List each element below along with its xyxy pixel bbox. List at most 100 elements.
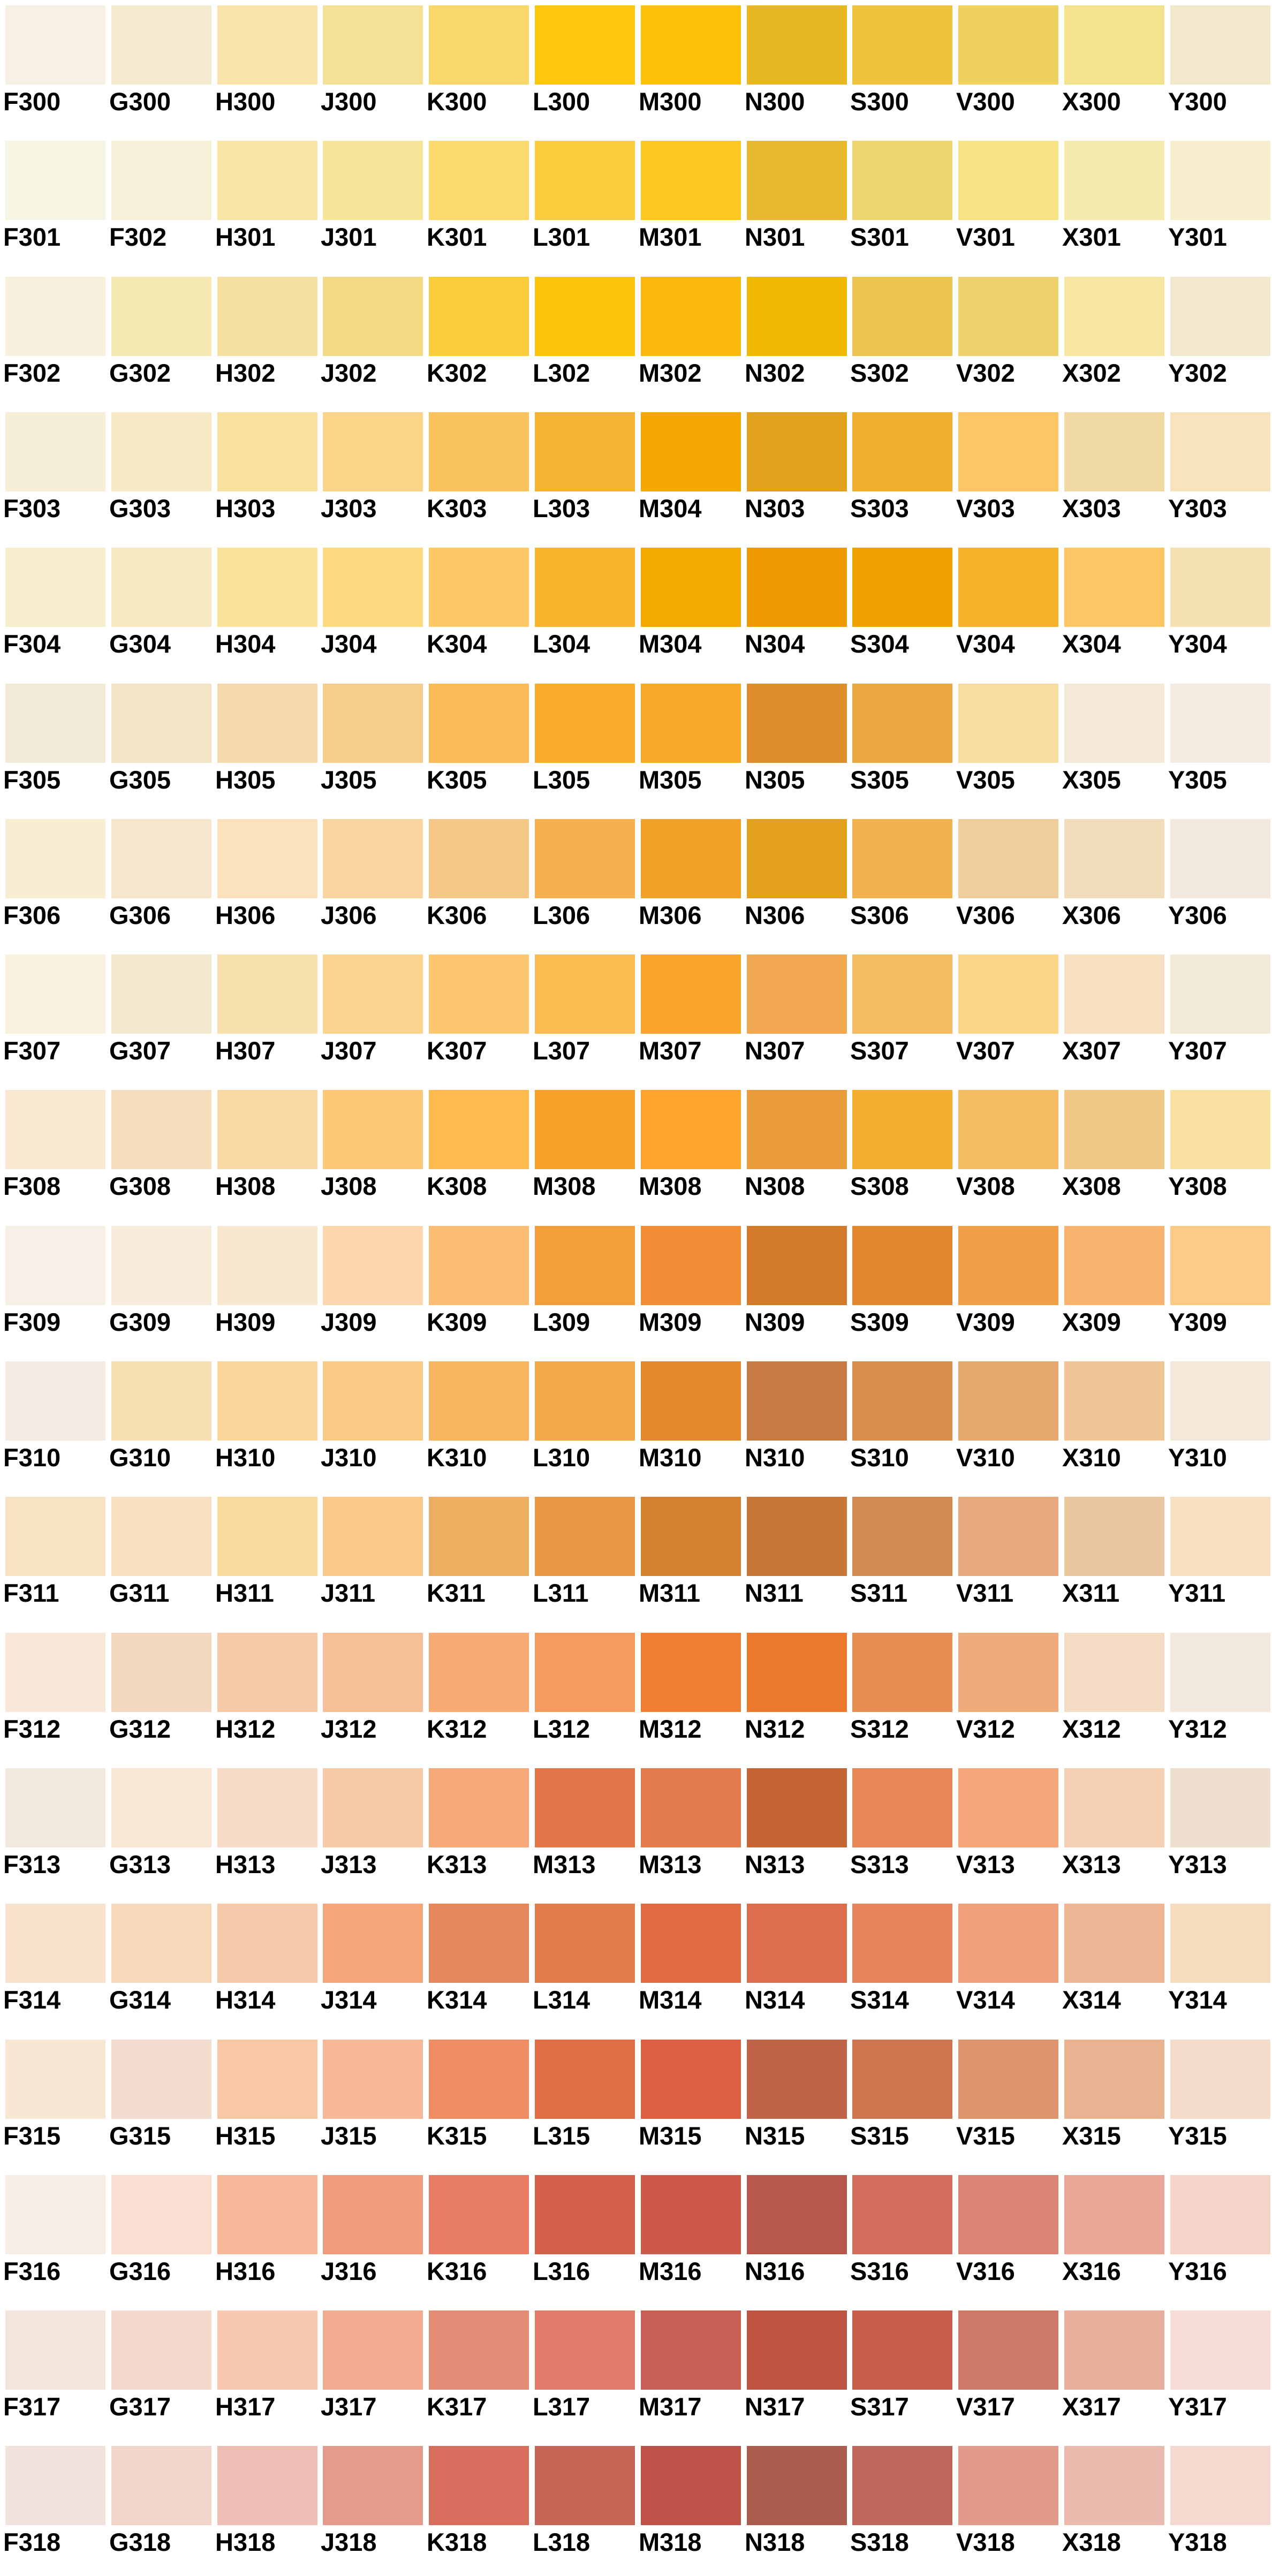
swatch-code-label: J310 <box>321 1443 377 1472</box>
swatch-cell-h308: H308 <box>212 1085 317 1220</box>
color-swatch <box>217 1904 317 1983</box>
swatch-cell-y310: Y310 <box>1165 1356 1270 1491</box>
swatch-cell-v308: V308 <box>953 1085 1058 1220</box>
swatch-code-label: J314 <box>321 1986 377 2014</box>
color-swatch <box>323 1768 423 1847</box>
swatch-cell-y314: Y314 <box>1165 1898 1270 2034</box>
color-swatch <box>852 819 952 898</box>
color-swatch <box>1170 277 1270 356</box>
color-swatch <box>1170 141 1270 220</box>
swatch-code-label: N317 <box>745 2392 805 2421</box>
swatch-code-label: K314 <box>427 1986 487 2014</box>
color-swatch <box>429 1768 529 1847</box>
color-swatch <box>852 1090 952 1169</box>
color-swatch <box>852 1226 952 1305</box>
swatch-code-label: F307 <box>3 1036 61 1065</box>
swatch-code-label: L315 <box>533 2122 590 2150</box>
swatch-cell-m317: M317 <box>635 2305 741 2441</box>
color-swatch <box>429 2310 529 2390</box>
swatch-code-label: Y315 <box>1168 2122 1227 2150</box>
swatch-cell-v316: V316 <box>953 2170 1058 2305</box>
color-swatch <box>5 2040 105 2119</box>
swatch-code-label: N304 <box>745 630 805 658</box>
color-swatch <box>429 1361 529 1441</box>
swatch-code-label: S311 <box>850 1579 908 1607</box>
swatch-code-label: X306 <box>1062 901 1121 929</box>
swatch-cell-f310: F310 <box>0 1356 105 1491</box>
swatch-cell-v312: V312 <box>953 1627 1058 1763</box>
swatch-code-label: G304 <box>109 630 171 658</box>
color-swatch <box>1064 819 1164 898</box>
swatch-code-label: F302 <box>3 359 61 387</box>
swatch-code-label: G306 <box>109 901 171 929</box>
swatch-code-label: K310 <box>427 1443 487 1472</box>
color-swatch <box>429 5 529 85</box>
color-swatch <box>1170 1226 1270 1305</box>
swatch-cell-j311: J311 <box>317 1491 423 1627</box>
swatch-cell-g305: G305 <box>106 678 211 814</box>
swatch-cell-s305: S305 <box>847 678 952 814</box>
swatch-cell-v311: V311 <box>953 1491 1058 1627</box>
swatch-code-label: G308 <box>109 1172 171 1200</box>
color-swatch <box>641 277 741 356</box>
color-swatch <box>111 5 211 85</box>
color-swatch <box>429 684 529 763</box>
swatch-cell-j310: J310 <box>317 1356 423 1491</box>
swatch-cell-g307: G307 <box>106 949 211 1085</box>
color-swatch <box>852 1904 952 1983</box>
swatch-cell-m313: M313 <box>529 1763 635 1898</box>
swatch-cell-f318: F318 <box>0 2441 105 2576</box>
swatch-cell-h302: H302 <box>212 271 317 407</box>
swatch-cell-f308: F308 <box>0 1085 105 1220</box>
swatch-cell-x314: X314 <box>1059 1898 1164 2034</box>
swatch-code-label: F312 <box>3 1715 61 1743</box>
swatch-code-label: K307 <box>427 1036 487 1065</box>
swatch-cell-s301: S301 <box>847 135 952 271</box>
color-swatch <box>323 141 423 220</box>
color-swatch <box>535 1497 635 1576</box>
color-swatch <box>111 2040 211 2119</box>
color-swatch <box>1170 1497 1270 1576</box>
swatch-cell-k300: K300 <box>423 0 529 135</box>
swatch-code-label: X314 <box>1062 1986 1121 2014</box>
color-swatch <box>1064 1226 1164 1305</box>
swatch-code-label: S312 <box>850 1715 909 1743</box>
swatch-cell-y309: Y309 <box>1165 1221 1270 1356</box>
swatch-code-label: M304 <box>639 494 702 522</box>
swatch-code-label: M315 <box>639 2122 702 2150</box>
color-swatch <box>958 548 1058 627</box>
swatch-cell-g318: G318 <box>106 2441 211 2576</box>
swatch-code-label: K312 <box>427 1715 487 1743</box>
swatch-code-label: J306 <box>321 901 377 929</box>
color-swatch <box>535 1633 635 1712</box>
swatch-cell-n306: N306 <box>741 814 847 949</box>
swatch-code-label: X309 <box>1062 1308 1121 1336</box>
swatch-cell-s300: S300 <box>847 0 952 135</box>
color-swatch <box>535 2446 635 2525</box>
swatch-cell-j302: J302 <box>317 271 423 407</box>
color-swatch <box>641 1090 741 1169</box>
swatch-cell-v317: V317 <box>953 2305 1058 2441</box>
color-swatch <box>641 2310 741 2390</box>
color-swatch <box>852 548 952 627</box>
swatch-code-label: G305 <box>109 766 171 794</box>
swatch-code-label: J307 <box>321 1036 377 1065</box>
swatch-cell-v315: V315 <box>953 2034 1058 2170</box>
color-swatch <box>747 1904 847 1983</box>
swatch-cell-g303: G303 <box>106 407 211 542</box>
color-swatch <box>111 2175 211 2254</box>
color-swatch <box>1170 2310 1270 2390</box>
color-swatch <box>217 412 317 491</box>
swatch-code-label: K305 <box>427 766 487 794</box>
color-swatch <box>217 1497 317 1576</box>
swatch-code-label: V302 <box>956 359 1015 387</box>
swatch-code-label: H305 <box>215 766 276 794</box>
swatch-code-label: K306 <box>427 901 487 929</box>
swatch-cell-x309: X309 <box>1059 1221 1164 1356</box>
swatch-cell-y313: Y313 <box>1165 1763 1270 1898</box>
swatch-cell-s313: S313 <box>847 1763 952 1898</box>
color-swatch <box>958 1090 1058 1169</box>
color-swatch <box>747 2175 847 2254</box>
swatch-cell-x305: X305 <box>1059 678 1164 814</box>
swatch-cell-s314: S314 <box>847 1898 952 2034</box>
